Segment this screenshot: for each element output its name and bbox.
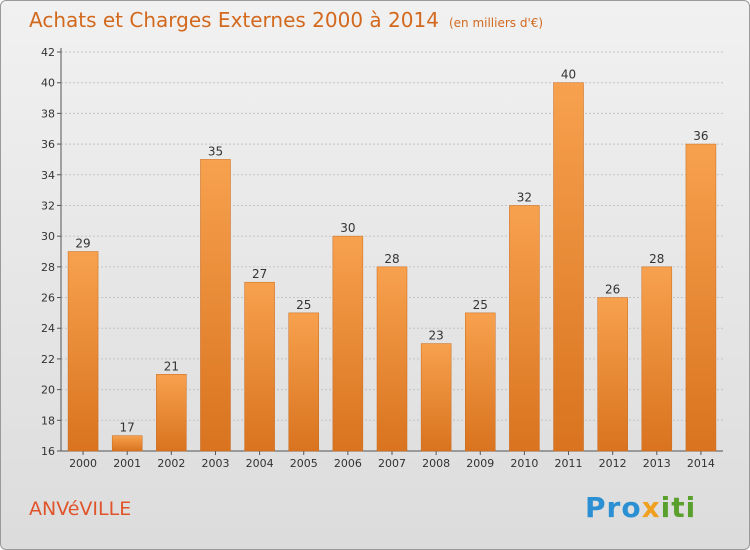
x-tick-label-2011: 2011 (555, 457, 583, 470)
bar-2011 (553, 82, 584, 452)
x-tick-label-2002: 2002 (157, 457, 185, 470)
bar-2002 (156, 374, 187, 452)
value-label-2005: 25 (296, 298, 311, 312)
value-label-2007: 28 (384, 252, 399, 266)
y-tick-label: 24 (41, 322, 55, 335)
value-label-2014: 36 (693, 129, 708, 143)
value-label-2009: 25 (473, 298, 488, 312)
x-tick-label-2001: 2001 (113, 457, 141, 470)
y-tick-label: 20 (41, 384, 55, 397)
y-tick-label: 18 (41, 414, 55, 427)
x-tick-label-2013: 2013 (643, 457, 671, 470)
value-label-2010: 32 (517, 190, 532, 204)
bars (67, 82, 717, 452)
y-tick-label: 32 (41, 199, 55, 212)
bar-2000 (67, 251, 99, 452)
x-tick-label-2006: 2006 (334, 457, 362, 470)
x-tick-label-2000: 2000 (69, 457, 97, 470)
value-label-2003: 35 (208, 144, 223, 158)
brand-part-2: x (641, 491, 661, 524)
x-tick-label-2010: 2010 (510, 457, 538, 470)
x-tick-label-2014: 2014 (687, 457, 715, 470)
unit-label: (en milliers d'€) (448, 16, 544, 30)
y-tick-label: 22 (41, 353, 55, 366)
brand-part-3: iti (660, 491, 697, 524)
x-tick-label-2009: 2009 (466, 457, 494, 470)
y-tick-label: 42 (41, 46, 55, 59)
y-tick-label: 38 (41, 107, 55, 120)
bar-2013 (641, 266, 673, 452)
title-text: Achats et Charges Externes 2000 à 2014 (29, 8, 439, 32)
value-label-2013: 28 (649, 252, 664, 266)
bar-2004 (244, 281, 275, 452)
y-tick-label: 40 (41, 77, 55, 90)
x-tick-label-2004: 2004 (246, 457, 274, 470)
bar-2003 (200, 159, 231, 452)
bar-2012 (597, 297, 628, 452)
value-label-2001: 17 (120, 421, 135, 435)
x-tick-label-2005: 2005 (290, 457, 318, 470)
x-tick-label-2008: 2008 (422, 457, 450, 470)
x-tick-label-2003: 2003 (201, 457, 229, 470)
bar-2009 (465, 312, 496, 452)
value-label-2008: 23 (428, 329, 443, 343)
bar-2006 (332, 235, 364, 452)
value-label-2011: 40 (561, 68, 576, 82)
bar-2010 (509, 205, 540, 452)
x-tick-label-2007: 2007 (378, 457, 406, 470)
y-tick-label: 28 (41, 261, 55, 274)
y-tick-label: 30 (41, 230, 55, 243)
value-label-2004: 27 (252, 267, 267, 281)
y-tick-label: 26 (41, 292, 55, 305)
y-tick-label: 34 (41, 169, 55, 182)
brand-logo: Proxiti (585, 491, 696, 524)
value-label-2006: 30 (340, 221, 355, 235)
labels: 16 18 20 22 24 26 28 30 32 34 36 38 40 42 29 2000 17 2001… (41, 46, 715, 470)
bar-2005 (288, 312, 319, 452)
brand-part-1: Pro (585, 491, 642, 524)
y-tick-label: 36 (41, 138, 55, 151)
value-label-2002: 21 (164, 359, 179, 373)
value-label-2000: 29 (75, 237, 90, 251)
bar-2001 (111, 435, 143, 452)
value-label-2012: 26 (605, 283, 620, 297)
y-tick-label: 16 (41, 445, 55, 458)
place-name: ANVéVILLE (29, 498, 132, 520)
chart-title: Achats et Charges Externes 2000 à 2014 (e… (29, 8, 543, 32)
bar-2014 (685, 143, 717, 452)
bar-2007 (376, 266, 408, 452)
x-tick-label-2012: 2012 (599, 457, 627, 470)
bar-2008 (420, 343, 452, 452)
